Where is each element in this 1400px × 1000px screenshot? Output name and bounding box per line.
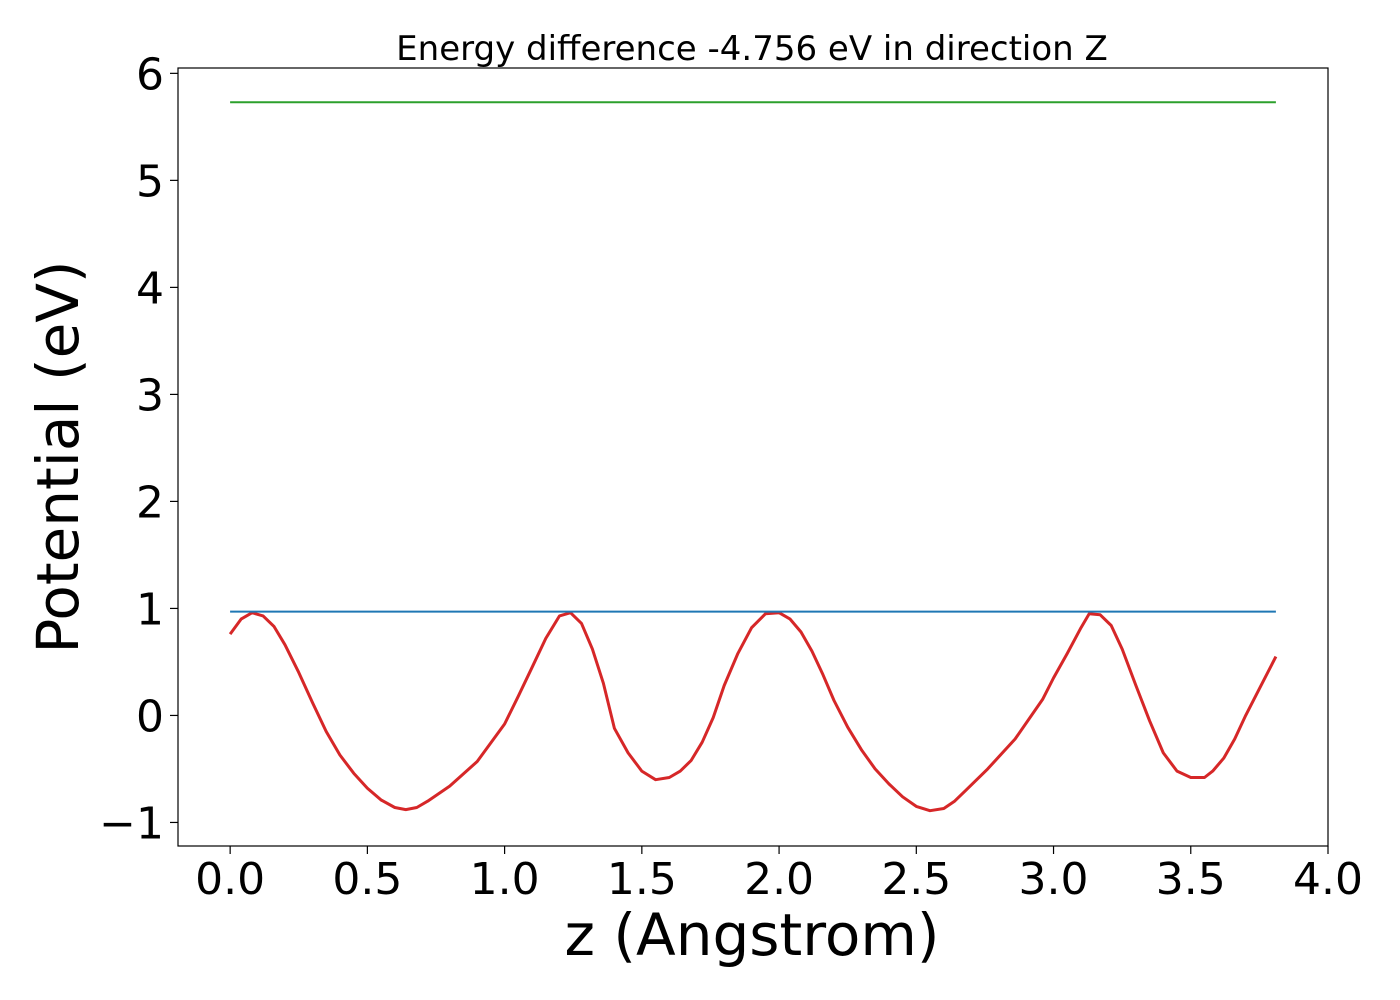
x-tick-label: 1.5 <box>607 854 677 905</box>
y-tick-label: 5 <box>136 156 164 207</box>
x-axis: 0.0 0.5 1.0 1.5 2.0 2.5 3.0 3.5 4.0 <box>195 846 1363 905</box>
x-tick-label: 1.0 <box>470 854 540 905</box>
y-tick-label: −1 <box>99 798 164 849</box>
y-tick-label: 1 <box>136 584 164 635</box>
chart-title: Energy difference -4.756 eV in direction… <box>396 29 1108 69</box>
x-tick-label: 3.0 <box>1019 854 1089 905</box>
y-tick-label: 4 <box>136 263 164 314</box>
series-layer <box>228 101 1278 813</box>
y-tick-label: 0 <box>136 691 164 742</box>
x-tick-label: 2.0 <box>744 854 814 905</box>
x-tick-label: 0.5 <box>332 854 402 905</box>
x-tick-label: 4.0 <box>1293 854 1363 905</box>
y-tick-label: 6 <box>136 49 164 100</box>
x-tick-label: 0.0 <box>195 854 265 905</box>
y-axis-label: Potential (eV) <box>24 260 92 653</box>
x-axis-label: z (Angstrom) <box>565 901 940 969</box>
x-tick-label: 3.5 <box>1156 854 1226 905</box>
plot-frame <box>177 67 1329 847</box>
y-axis: −1 0 1 2 3 4 5 6 <box>99 49 178 849</box>
series-line-1 <box>228 611 1278 813</box>
x-tick-label: 2.5 <box>881 854 951 905</box>
y-tick-label: 3 <box>136 370 164 421</box>
y-tick-label: 2 <box>136 477 164 528</box>
